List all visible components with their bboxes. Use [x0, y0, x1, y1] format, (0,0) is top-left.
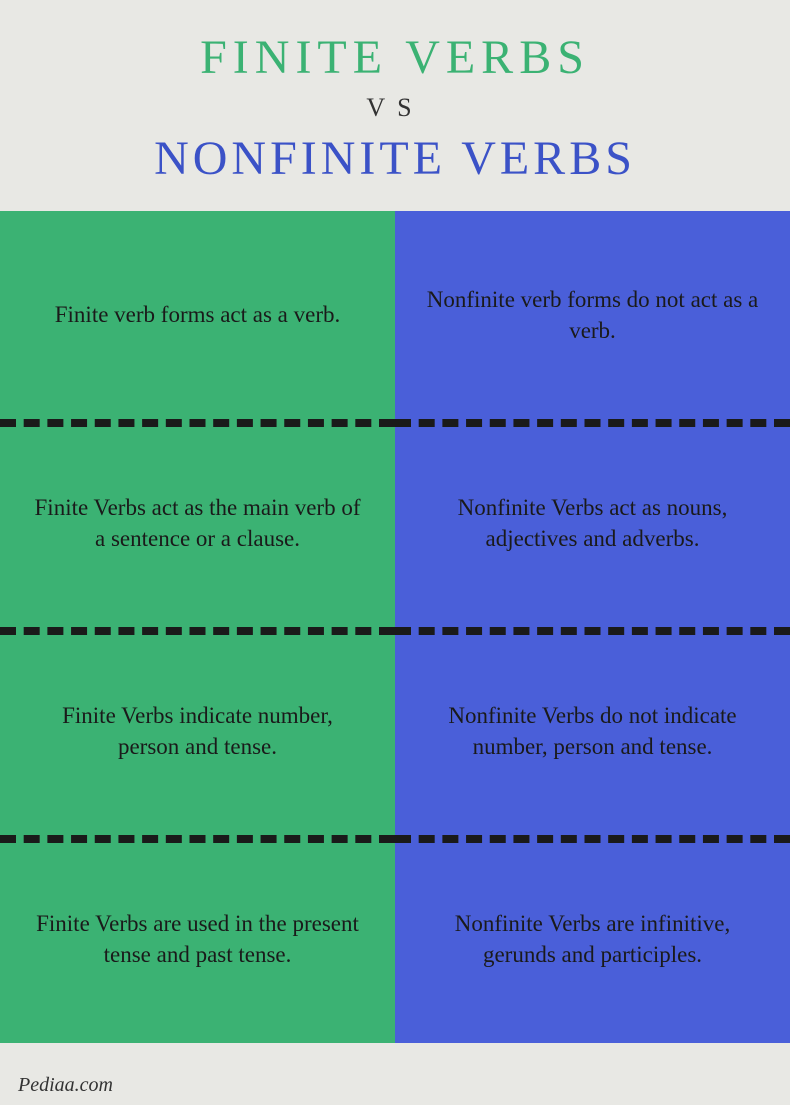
- nonfinite-cell-4: Nonfinite Verbs are infinitive, gerunds …: [395, 835, 790, 1043]
- column-finite: Finite verb forms act as a verb. Finite …: [0, 211, 395, 1043]
- row-divider: [0, 419, 395, 427]
- row-divider: [395, 835, 790, 843]
- finite-cell-1: Finite verb forms act as a verb.: [0, 211, 395, 419]
- row-divider: [0, 835, 395, 843]
- row-divider: [395, 419, 790, 427]
- nonfinite-cell-2: Nonfinite Verbs act as nouns, adjectives…: [395, 419, 790, 627]
- vs-label: VS: [20, 93, 770, 123]
- column-nonfinite: Nonfinite verb forms do not act as a ver…: [395, 211, 790, 1043]
- comparison-grid: Finite verb forms act as a verb. Finite …: [0, 211, 790, 1043]
- row-divider: [0, 627, 395, 635]
- finite-cell-3: Finite Verbs indicate number, person and…: [0, 627, 395, 835]
- finite-cell-4: Finite Verbs are used in the present ten…: [0, 835, 395, 1043]
- finite-cell-2: Finite Verbs act as the main verb of a s…: [0, 419, 395, 627]
- attribution: Pediaa.com: [18, 1074, 113, 1097]
- nonfinite-cell-1: Nonfinite verb forms do not act as a ver…: [395, 211, 790, 419]
- row-divider: [395, 627, 790, 635]
- title-finite: FINITE VERBS: [20, 30, 770, 85]
- nonfinite-cell-3: Nonfinite Verbs do not indicate number, …: [395, 627, 790, 835]
- title-nonfinite: NONFINITE VERBS: [20, 131, 770, 186]
- header: FINITE VERBS VS NONFINITE VERBS: [0, 0, 790, 211]
